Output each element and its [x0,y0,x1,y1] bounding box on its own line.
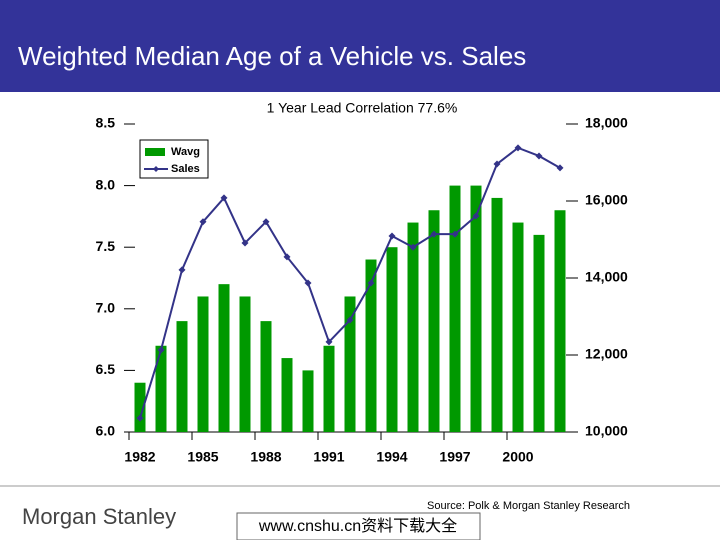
y-tick-label: 7.0 [96,300,116,316]
bar [365,259,377,432]
sales-marker [136,414,144,422]
watermark-box [236,512,481,540]
y2-tick-label: 10,000 [585,423,628,439]
source-note: Source: Polk & Morgan Stanley Research [427,500,630,512]
bar [344,296,356,432]
y-tick-label: 8.0 [96,176,116,192]
chart-subtitle: 1 Year Lead Correlation 77.6% [267,100,458,116]
sales-marker [409,243,417,251]
bar [197,296,209,432]
sales-marker [367,279,375,287]
y-tick-label: 7.5 [96,238,116,254]
chart-title: Weighted Median Age of a Vehicle vs. Sal… [18,41,526,71]
watermark: www.cnshu.cn资料下载大全 [258,517,457,535]
bar [323,345,335,432]
sales-marker [472,212,480,220]
y-tick-label: 6.0 [96,423,116,439]
y-tick-label: 8.5 [96,115,116,131]
bar [449,185,461,432]
sales-marker [325,338,333,346]
sales-marker [262,218,270,226]
y-tick-label: 6.5 [96,361,116,377]
sales-marker [157,346,165,354]
bar [176,321,188,432]
legend-label: Wavg [171,146,200,158]
bar [155,345,167,432]
sales-marker [220,194,228,202]
legend-box [139,139,209,179]
legend-marker [153,166,159,172]
sales-marker [430,230,438,238]
bar [281,358,293,432]
y2-tick-label: 14,000 [585,269,628,285]
y2-tick-label: 18,000 [585,115,628,131]
bar [134,382,146,432]
bar [239,296,251,432]
sales-marker [535,152,543,160]
bar [470,185,482,432]
x-tick-label: 1991 [313,449,344,465]
legend-label: Sales [171,163,200,175]
logo: Morgan Stanley [22,504,176,529]
bar [407,222,419,432]
x-tick-label: 2000 [502,449,533,465]
x-tick-label: 1982 [124,449,155,465]
header-band [0,0,720,92]
sales-marker [514,144,522,152]
y2-tick-label: 16,000 [585,192,628,208]
sales-marker [346,316,354,324]
bar [491,197,503,432]
bar [386,247,398,432]
bar [428,210,440,432]
sales-marker [493,160,501,168]
x-tick-label: 1994 [376,449,407,465]
bar [302,370,314,432]
bar [218,284,230,432]
legend-swatch [145,148,165,156]
bar [533,234,545,432]
x-tick-label: 1997 [439,449,470,465]
sales-marker [283,253,291,261]
x-tick-label: 1988 [250,449,281,465]
bar [260,321,272,432]
sales-marker [304,279,312,287]
sales-marker [241,239,249,247]
x-tick-label: 1985 [187,449,218,465]
y2-tick-label: 12,000 [585,346,628,362]
sales-marker [388,232,396,240]
sales-marker [556,164,564,172]
bar [512,222,524,432]
bar [554,210,566,432]
sales-marker [451,230,459,238]
sales-marker [178,266,186,274]
sales-marker [199,218,207,226]
